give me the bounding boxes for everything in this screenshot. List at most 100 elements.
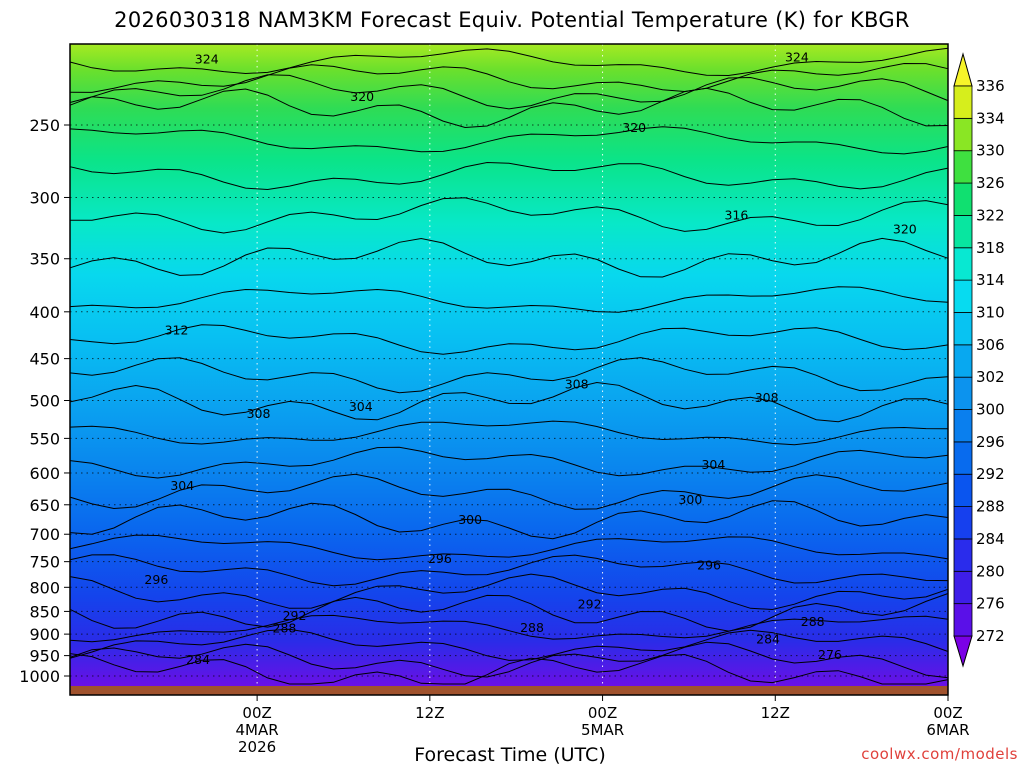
colorbar-label: 322 — [976, 206, 1005, 224]
colorbar-label: 336 — [976, 77, 1005, 95]
colorbar-swatch — [953, 182, 973, 216]
y-tick-label: 450 — [29, 350, 60, 369]
y-tick-label: 550 — [29, 429, 60, 448]
contour-line — [69, 473, 949, 510]
contour-lines — [69, 47, 949, 685]
contour-label: 300 — [458, 512, 482, 527]
y-tick-label: 900 — [29, 625, 60, 644]
colorbar-label: 288 — [976, 498, 1005, 516]
contour-line — [69, 357, 949, 394]
colorbar-label: 330 — [976, 142, 1005, 160]
y-tick-label: 600 — [29, 464, 60, 483]
colorbar-swatch — [953, 117, 973, 152]
colorbar-swatch — [953, 150, 973, 184]
contour-line — [69, 628, 949, 661]
x-axis-title: Forecast Time (UTC) — [414, 744, 606, 766]
colorbar-label: 284 — [976, 530, 1005, 548]
contour-label: 304 — [349, 399, 373, 414]
contour-line — [69, 87, 949, 129]
contour-line — [69, 74, 949, 110]
contour-label: 320 — [622, 120, 646, 135]
contour-line — [69, 554, 949, 587]
colorbar-label: 276 — [976, 595, 1005, 613]
colorbar-label: 280 — [976, 562, 1005, 580]
colorbar-swatch — [953, 441, 973, 475]
contour-line — [69, 381, 949, 423]
colorbar-swatch — [953, 538, 973, 572]
y-tick-label: 700 — [29, 525, 60, 544]
y-tick-label: 800 — [29, 578, 60, 597]
colorbar-swatch — [953, 570, 973, 605]
contour-line — [69, 653, 949, 685]
colorbar-min-arrow — [953, 635, 973, 668]
y-tick-label: 350 — [29, 250, 60, 269]
colorbar-label: 314 — [976, 271, 1005, 289]
y-tick-label: 1000 — [19, 667, 60, 686]
contour-label: 288 — [520, 620, 544, 635]
contour-label: 288 — [801, 614, 825, 629]
colorbar-swatch — [953, 376, 973, 410]
axes: 250 300 350 400 450 500 550 600 650 700 750 800 850 9… — [19, 43, 970, 756]
x-tick-label: 00Z — [242, 704, 271, 722]
colorbar-swatch — [953, 312, 973, 346]
contour-label: 300 — [678, 492, 702, 507]
colorbar-label: 334 — [976, 109, 1005, 127]
contour-line — [69, 641, 949, 679]
y-tick-label: 400 — [29, 303, 60, 322]
contour-label: 316 — [724, 208, 748, 223]
colorbar-label: 272 — [976, 627, 1005, 645]
contour-line — [69, 237, 949, 278]
y-tick-label: 950 — [29, 647, 60, 666]
colorbar-label: 292 — [976, 465, 1005, 483]
contour-label: 324 — [785, 50, 809, 65]
plot-area — [70, 44, 948, 695]
colorbar-label: 302 — [976, 368, 1005, 386]
colorbar-label: 310 — [976, 303, 1005, 321]
y-tick-label: 500 — [29, 392, 60, 411]
contour-label: 292 — [578, 596, 602, 611]
contour-line — [69, 62, 949, 93]
contour-line — [69, 446, 949, 479]
contour-label: 304 — [701, 457, 725, 472]
contour-label: 308 — [247, 406, 271, 421]
contour-line — [69, 286, 949, 313]
ground-strip — [70, 686, 948, 695]
contour-label: 292 — [283, 608, 307, 623]
colorbar-label: 318 — [976, 239, 1005, 257]
contour-line — [69, 593, 949, 632]
colorbar-max-arrow — [953, 52, 973, 87]
y-tick-label: 750 — [29, 553, 60, 572]
plot-frame — [69, 43, 949, 696]
chart-title: 2026030318 NAM3KM Forecast Equiv. Potent… — [114, 8, 910, 32]
y-tick-label: 850 — [29, 602, 60, 621]
contour-line — [69, 47, 949, 77]
colorbar-swatch — [953, 85, 973, 119]
x-tick-label: 00Z — [933, 704, 962, 722]
x-tick-label: 4MAR — [236, 721, 279, 739]
contour-line — [69, 420, 949, 446]
contour-label: 324 — [195, 51, 219, 66]
colorbar-swatch — [953, 215, 973, 249]
colorbar-label: 326 — [976, 174, 1005, 192]
contour-label: 320 — [893, 221, 917, 236]
contour-line — [69, 324, 949, 355]
colorbar-label: 306 — [976, 336, 1005, 354]
y-tick-label: 300 — [29, 188, 60, 207]
contour-line — [69, 161, 949, 191]
contour-line — [69, 126, 949, 155]
x-tick-label: 12Z — [761, 704, 790, 722]
contour-line — [69, 500, 949, 540]
contour-line — [69, 534, 949, 561]
colorbar-swatch — [953, 247, 973, 281]
contour-label: 276 — [818, 647, 842, 662]
colorbar-swatch — [953, 409, 973, 443]
contour-label: 296 — [697, 557, 721, 572]
contour-line — [69, 614, 949, 643]
colorbar-swatch — [953, 344, 973, 378]
contour-label: 296 — [428, 551, 452, 566]
contour-label: 312 — [165, 322, 189, 337]
contour-line — [69, 573, 949, 611]
contour-label: 288 — [273, 620, 297, 635]
x-tick-label: 12Z — [415, 704, 444, 722]
